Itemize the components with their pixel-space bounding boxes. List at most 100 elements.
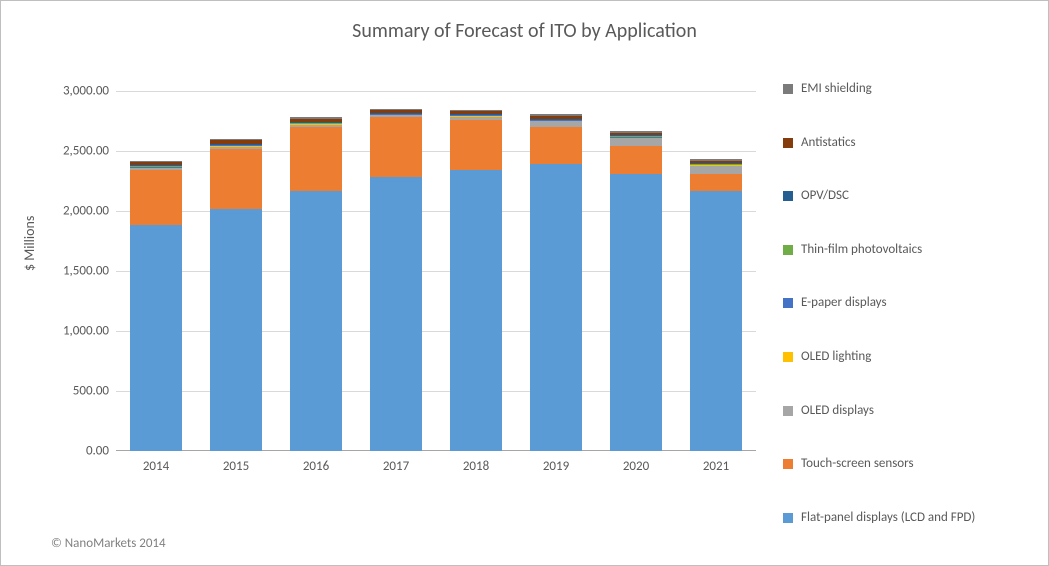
bar-segment [610, 137, 662, 138]
y-tick-label: 1,000.00 [9, 324, 109, 339]
bar-segment [530, 120, 582, 121]
bar-segment [690, 163, 742, 164]
bar-segment [450, 170, 502, 451]
x-tick-label: 2017 [356, 459, 436, 474]
legend-item: EMI shielding [783, 81, 1018, 97]
bar-segment [370, 177, 422, 451]
legend-swatch [783, 459, 793, 469]
bar-segment [610, 138, 662, 146]
bar-segment [210, 209, 262, 451]
bar-segment [130, 165, 182, 166]
legend-swatch [783, 406, 793, 416]
bar-segment [610, 135, 662, 136]
legend-item: OLED lighting [783, 349, 1018, 365]
legend-item: Touch-screen sensors [783, 456, 1018, 472]
bar-segment [130, 168, 182, 170]
x-tick-label: 2019 [516, 459, 596, 474]
bar-segment [210, 144, 262, 145]
bar-segment [690, 161, 742, 163]
bar-segment [370, 113, 422, 114]
bar-segment [370, 114, 422, 115]
legend-label: OPV/DSC [801, 188, 849, 204]
chart-title: Summary of Forecast of ITO by Applicatio… [1, 19, 1048, 43]
legend: EMI shielding Antistatics OPV/DSC Thin-film… [783, 81, 1018, 563]
bar-segment [690, 165, 742, 173]
bar-segment [530, 114, 582, 116]
legend-label: OLED lighting [801, 349, 871, 365]
bar-segment [210, 145, 262, 146]
bar-segment [690, 164, 742, 165]
bar-segment [530, 164, 582, 451]
bar-segment [530, 116, 582, 118]
bar-segment [210, 146, 262, 147]
legend-label: E-paper displays [801, 295, 887, 311]
bar-segment [290, 122, 342, 123]
legend-swatch [783, 352, 793, 362]
bar-segment [690, 191, 742, 451]
bar-segment [130, 170, 182, 225]
x-tick-label: 2014 [116, 459, 196, 474]
bar-segment [610, 136, 662, 137]
bar-segment [610, 146, 662, 174]
bar-segment [130, 225, 182, 451]
bar-segment [130, 167, 182, 168]
legend-item: Flat-panel displays (LCD and FPD) [783, 510, 1018, 526]
bar-segment [130, 162, 182, 166]
bar-segment [530, 120, 582, 121]
bar-segment [690, 165, 742, 166]
bar-segment [450, 115, 502, 116]
legend-item: E-paper displays [783, 295, 1018, 311]
bar-segment [530, 119, 582, 120]
bar-segment [290, 125, 342, 127]
legend-item: Antistatics [783, 135, 1018, 151]
bar-segment [290, 117, 342, 118]
legend-swatch [783, 191, 793, 201]
y-tick-label: 0.00 [9, 444, 109, 459]
plot-area: 20142015201620172018201920202021 [116, 91, 756, 481]
bar-segment [210, 140, 262, 144]
bar-segment [450, 116, 502, 120]
bar-segment [450, 110, 502, 111]
bar-segment [610, 137, 662, 138]
bar-segment [210, 139, 262, 140]
bar-segment [530, 127, 582, 164]
bar-segment [290, 119, 342, 123]
legend-item: OLED displays [783, 403, 1018, 419]
bar-segment [370, 115, 422, 117]
x-tick-label: 2021 [676, 459, 756, 474]
bar-segment [290, 191, 342, 451]
bar-segment [130, 167, 182, 168]
bar-segment [370, 113, 422, 114]
bar-segment [450, 111, 502, 113]
bar-segment [610, 131, 662, 133]
bar-segment [370, 110, 422, 112]
legend-label: Flat-panel displays (LCD and FPD) [801, 510, 975, 526]
x-tick-label: 2015 [196, 459, 276, 474]
bar-segment [290, 123, 342, 124]
bar-segment [450, 114, 502, 115]
copyright: © NanoMarkets 2014 [51, 536, 166, 551]
bar-segment [210, 146, 262, 148]
legend-label: Antistatics [801, 135, 856, 151]
bar-segment [610, 174, 662, 451]
chart-frame: Summary of Forecast of ITO by Applicatio… [0, 0, 1049, 566]
legend-item: Thin-film photovoltaics [783, 242, 1018, 258]
legend-label: EMI shielding [801, 81, 872, 97]
y-tick-label: 1,500.00 [9, 264, 109, 279]
legend-swatch [783, 84, 793, 94]
legend-label: Touch-screen sensors [801, 456, 914, 472]
legend-swatch [783, 138, 793, 148]
bar-segment [450, 114, 502, 115]
bar-segment [450, 120, 502, 170]
legend-item: OPV/DSC [783, 188, 1018, 204]
x-tick-label: 2020 [596, 459, 676, 474]
bar-segment [370, 109, 422, 110]
bar-segment [130, 166, 182, 167]
bar-segment [290, 127, 342, 191]
bar-segment [530, 119, 582, 120]
bar-segment [530, 121, 582, 127]
bar-segment [130, 161, 182, 162]
bar-segment [290, 123, 342, 124]
bar-segment [690, 174, 742, 191]
bar-segment [210, 144, 262, 145]
